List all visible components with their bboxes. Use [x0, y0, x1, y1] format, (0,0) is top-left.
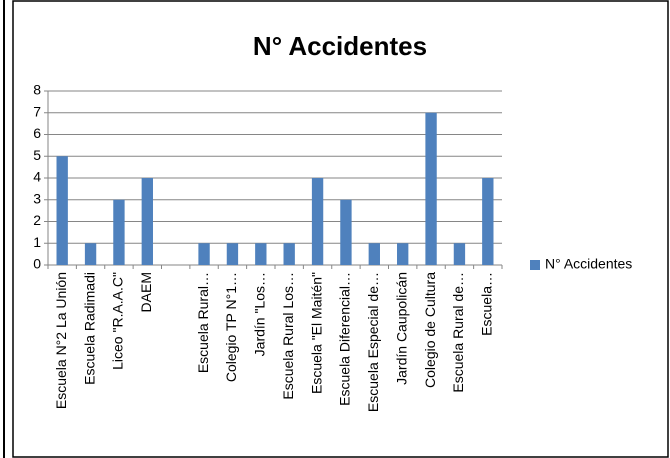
y-tick-label: 6 — [33, 125, 41, 141]
chart-frame — [12, 0, 669, 458]
x-tick-label: Escuela Rural de… — [450, 272, 466, 393]
bar — [311, 178, 324, 265]
bar — [255, 243, 267, 265]
y-tick-label: 7 — [33, 103, 41, 119]
bar — [397, 243, 409, 265]
chart-title: N° Accidentes — [253, 31, 427, 61]
x-tick-label: Jardín Caupolicán — [393, 272, 409, 385]
bar — [283, 243, 295, 265]
y-tick-label: 1 — [33, 234, 41, 250]
x-tick-label: Escuela Radimadi — [81, 272, 97, 385]
bar — [113, 199, 125, 265]
x-tick-label: Colegio TP N°1… — [223, 272, 239, 382]
y-tick-label: 0 — [33, 256, 41, 272]
x-tick-label: Escuela… — [479, 272, 495, 336]
x-tick-label: Liceo "R.A.A.C" — [110, 272, 126, 370]
bar — [368, 243, 380, 265]
x-tick-label: Colegio de Cultura — [422, 272, 438, 388]
x-tick-label: Escuela Rural… — [195, 272, 211, 373]
x-tick-label: Escuela N°2 La Unión — [53, 272, 69, 409]
bar — [84, 243, 97, 265]
bar — [226, 243, 239, 265]
bar — [56, 156, 68, 265]
x-tick-label: Escuela Especial de… — [365, 272, 381, 412]
legend-swatch — [530, 260, 540, 270]
bar — [425, 112, 437, 265]
x-tick-label: Escuela "El Maitén" — [308, 272, 324, 394]
x-tick-label: Jardín "Los… — [252, 272, 268, 356]
x-tick-label: Escuela Rural Los… — [280, 272, 296, 400]
y-tick-label: 8 — [33, 82, 41, 98]
y-tick-label: 5 — [33, 147, 41, 163]
x-tick-label: DAEM — [138, 272, 154, 312]
bar — [340, 199, 352, 265]
bar — [141, 178, 153, 265]
bar — [198, 243, 210, 265]
y-tick-label: 4 — [33, 169, 41, 185]
bar — [453, 243, 466, 265]
bar — [482, 178, 494, 265]
x-tick-label: Escuela Diferencial… — [337, 272, 353, 406]
legend-label: N° Accidentes — [545, 256, 632, 272]
y-tick-label: 3 — [33, 190, 41, 206]
y-tick-label: 2 — [33, 212, 41, 228]
